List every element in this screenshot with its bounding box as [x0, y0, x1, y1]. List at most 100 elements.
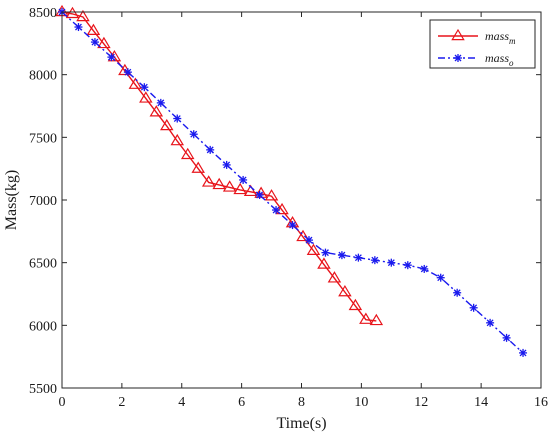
asterisk-stroke	[190, 130, 198, 138]
asterisk-stroke	[486, 319, 494, 327]
asterisk-stroke	[404, 261, 412, 269]
y-tick-label: 6000	[29, 319, 57, 334]
data-point-mass-o	[486, 318, 495, 327]
asterisk-stroke	[420, 265, 428, 273]
data-point-mass-o	[140, 83, 149, 92]
x-tick-label: 0	[59, 395, 66, 410]
data-point-mass-m	[139, 91, 153, 103]
data-point-mass-m	[65, 6, 80, 19]
data-point-mass-o	[239, 175, 248, 184]
asterisk-stroke	[387, 259, 395, 267]
series-line-mass-o	[61, 11, 524, 354]
data-point-mass-m	[212, 177, 226, 190]
data-point-mass-o	[370, 256, 379, 265]
x-tick-label: 8	[298, 395, 305, 410]
data-point-mass-m	[86, 23, 101, 36]
legend: massm masso	[429, 19, 536, 69]
asterisk-stroke	[453, 289, 461, 297]
plot-background	[62, 12, 541, 388]
legend-label-mass-m: massm	[485, 29, 516, 46]
data-point-mass-o	[156, 98, 165, 107]
data-point-mass-o	[206, 145, 215, 154]
data-point-mass-o	[321, 248, 330, 257]
data-point-mass-m	[191, 161, 205, 173]
data-point-mass-m	[359, 312, 373, 324]
x-tick-label: 14	[474, 395, 488, 410]
asterisk-stroke	[124, 68, 132, 76]
x-tick-label: 12	[414, 395, 428, 410]
data-point-mass-o	[436, 273, 445, 282]
data-point-mass-o	[420, 264, 429, 273]
legend-marker-mass-m	[451, 28, 465, 41]
legend-item-mass-m: massm	[438, 28, 516, 46]
data-point-mass-o	[403, 261, 412, 270]
y-tick-label: 7500	[29, 131, 57, 146]
data-point-mass-m	[97, 36, 111, 49]
legend-label-mass-o: masso	[485, 51, 514, 68]
data-point-mass-o	[123, 68, 132, 77]
asterisk-stroke	[305, 236, 313, 244]
data-point-mass-m	[317, 257, 331, 269]
data-point-mass-m	[296, 229, 310, 242]
data-point-mass-m	[327, 271, 342, 283]
x-tick-label: 6	[238, 395, 245, 410]
data-point-mass-o	[90, 38, 99, 47]
data-point-mass-o	[107, 53, 116, 62]
y-tick-label: 5500	[29, 382, 57, 397]
data-point-mass-o	[288, 221, 297, 230]
legend-item-mass-o: masso	[438, 51, 514, 68]
asterisk-stroke	[289, 221, 296, 229]
legend-box	[429, 19, 536, 69]
data-point-mass-o	[304, 236, 313, 245]
y-tick-label: 8000	[29, 69, 57, 84]
y-tick-label: 7000	[29, 194, 57, 209]
asterisk-stroke	[354, 254, 362, 262]
x-axis-title: Time(s)	[276, 415, 326, 432]
data-point-mass-m	[243, 184, 258, 197]
asterisk-stroke	[256, 191, 264, 199]
data-point-mass-m	[149, 105, 164, 117]
y-tick-label: 8500	[29, 6, 57, 21]
legend-label-base: mass	[485, 51, 509, 65]
data-point-mass-m	[233, 182, 247, 195]
asterisk-stroke	[470, 304, 478, 312]
data-point-mass-o	[354, 253, 363, 262]
y-tick-label: 6500	[29, 257, 57, 272]
data-point-mass-m	[180, 147, 195, 160]
y-axis-title: Mass(kg)	[3, 170, 20, 230]
asterisk-stroke	[239, 176, 247, 184]
data-point-mass-o	[272, 206, 281, 215]
asterisk-stroke	[503, 334, 511, 342]
asterisk-stroke	[91, 38, 99, 46]
data-point-mass-o	[387, 258, 396, 267]
data-point-mass-m	[369, 313, 384, 326]
data-point-mass-m	[170, 133, 185, 146]
data-point-mass-o	[255, 190, 264, 199]
x-tick-label: 2	[118, 395, 125, 410]
data-point-mass-m	[160, 118, 174, 131]
data-point-mass-o	[453, 288, 462, 297]
data-point-mass-m	[348, 298, 363, 311]
data-point-mass-o	[222, 160, 231, 169]
asterisk-stroke	[321, 249, 329, 257]
data-point-mass-o	[502, 333, 511, 342]
data-point-mass-m	[338, 284, 352, 297]
asterisk-stroke	[107, 53, 115, 61]
asterisk-stroke	[140, 83, 148, 91]
asterisk-stroke	[173, 115, 181, 122]
x-tick-label: 16	[534, 395, 548, 410]
asterisk-stroke	[338, 251, 346, 259]
data-point-mass-m	[275, 202, 289, 215]
legend-marker-mass-o	[454, 54, 462, 62]
data-point-mass-m	[264, 189, 279, 201]
data-point-mass-o	[469, 303, 478, 312]
asterisk-stroke	[157, 99, 165, 107]
data-point-mass-o	[74, 23, 83, 32]
data-point-mass-m	[306, 243, 321, 255]
data-point-mass-m	[76, 9, 90, 22]
data-point-mass-o	[173, 114, 182, 123]
data-point-mass-o	[337, 251, 346, 260]
x-tick-label: 10	[354, 395, 368, 410]
data-point-mass-o	[189, 130, 198, 139]
